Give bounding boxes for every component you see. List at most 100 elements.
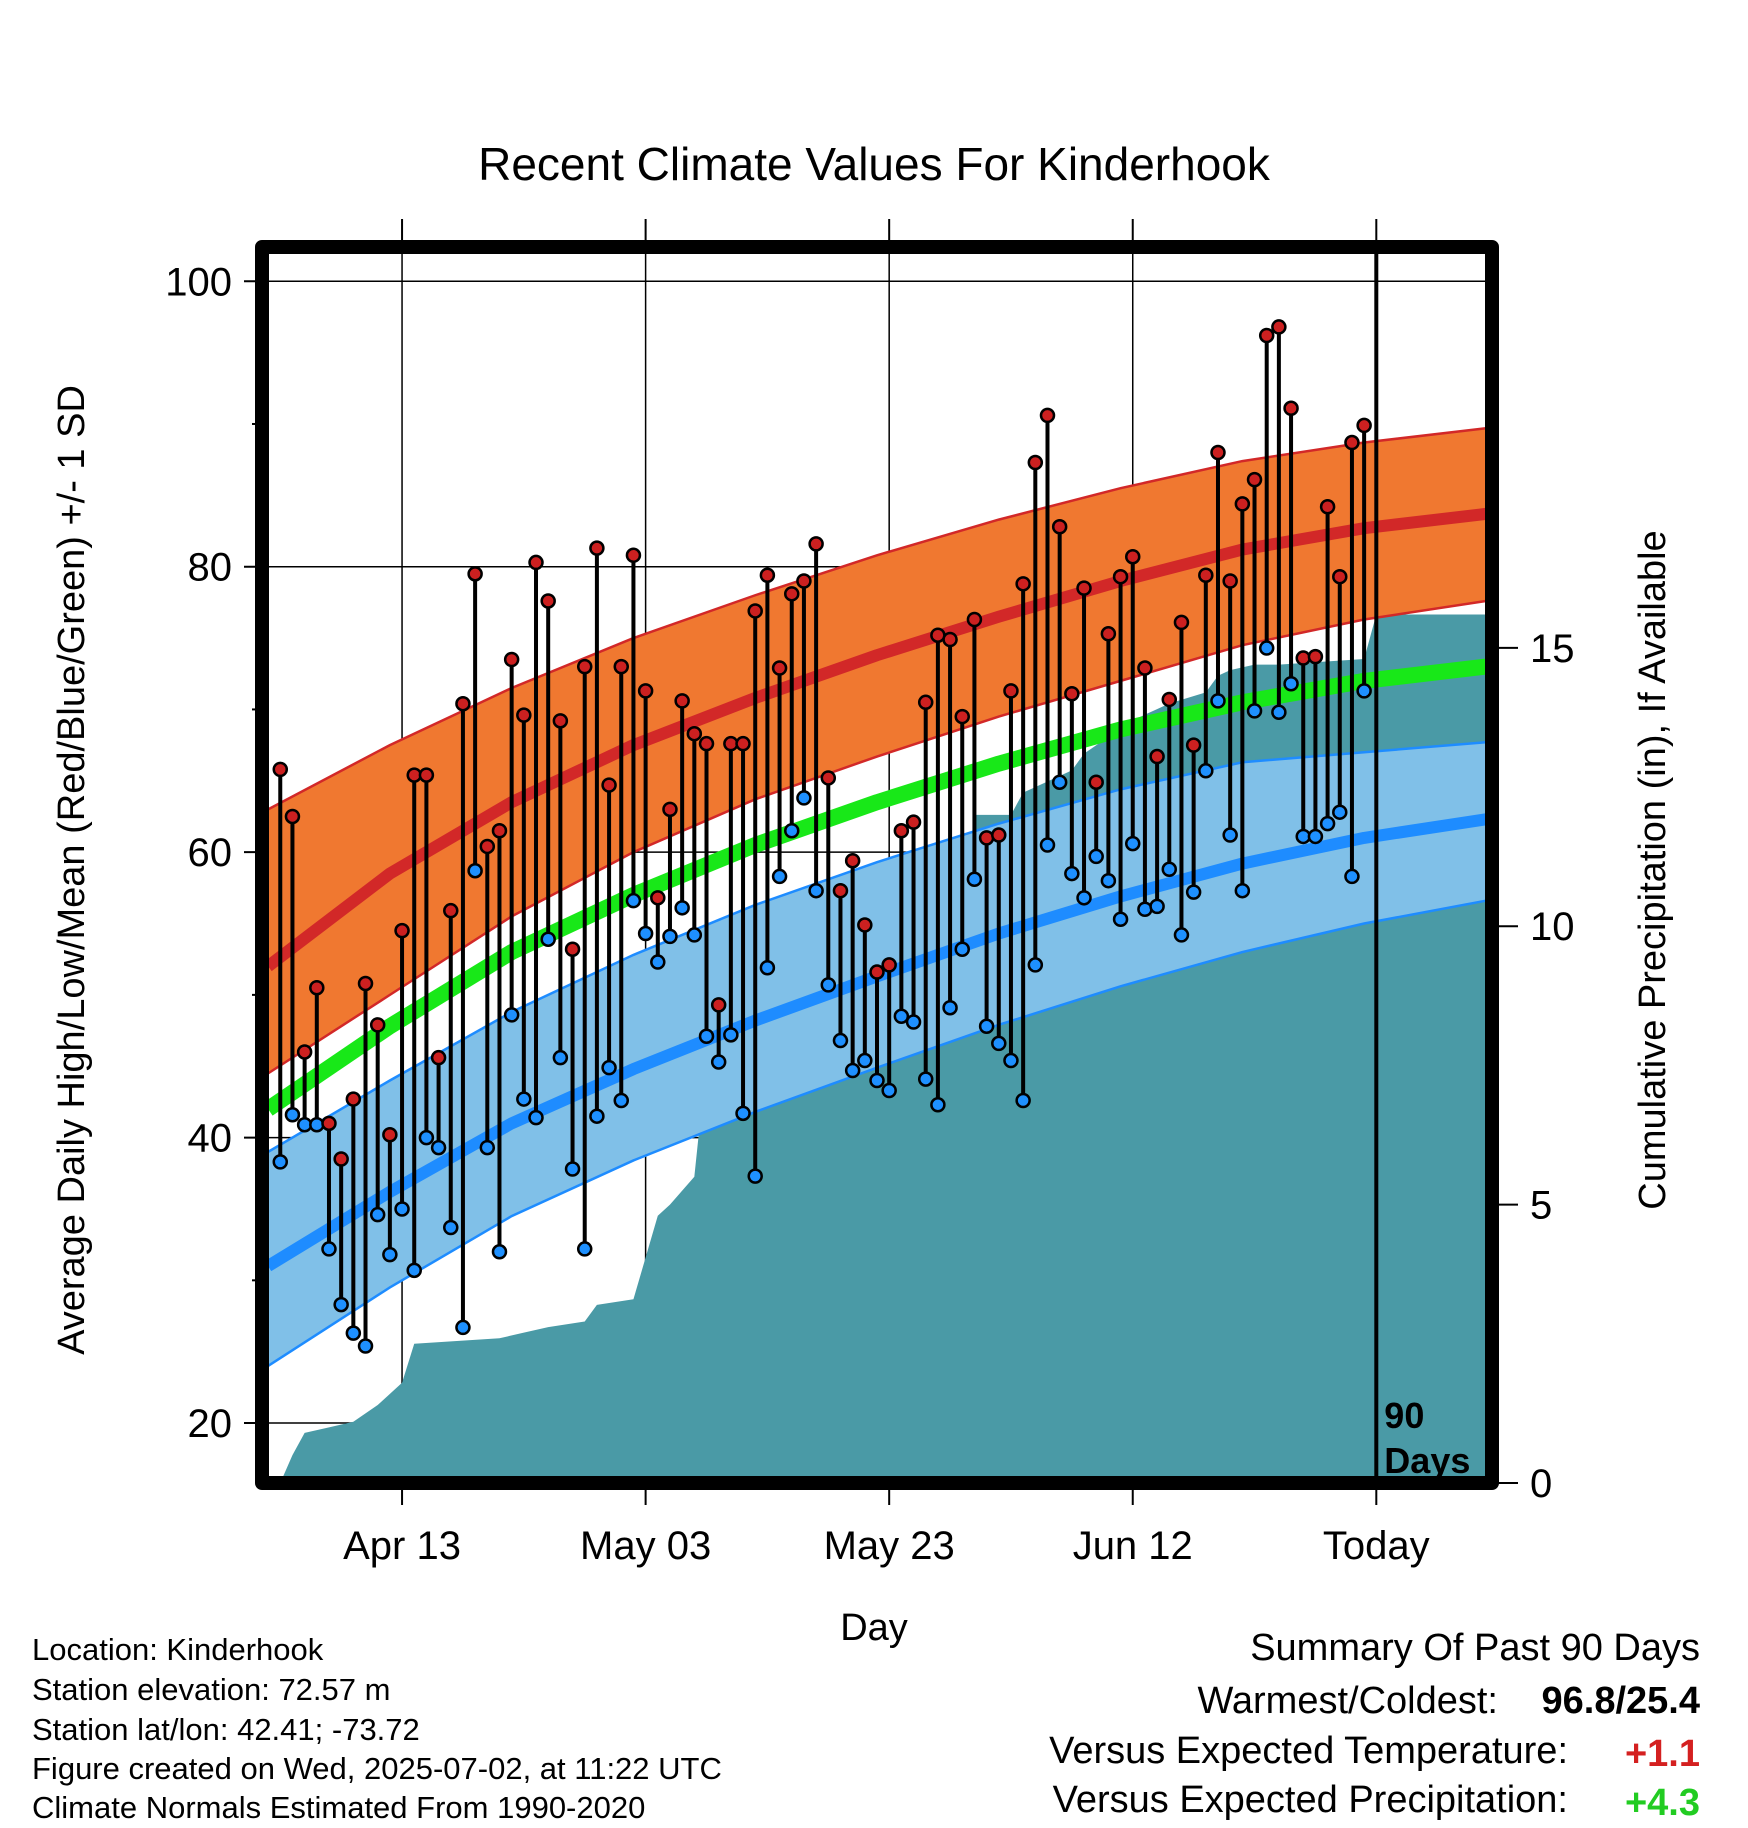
high-point <box>369 1017 386 1033</box>
low-point <box>1332 804 1348 820</box>
low-point <box>1271 704 1287 721</box>
low-point <box>820 977 837 993</box>
low-point <box>1064 865 1080 882</box>
low-point <box>601 1059 617 1076</box>
x-axis-label: Day <box>840 1607 908 1649</box>
high-point <box>1149 748 1165 765</box>
low-point <box>576 1241 593 1257</box>
high-point <box>662 801 678 818</box>
high-point <box>333 1151 349 1167</box>
low-point <box>528 1109 544 1126</box>
high-point <box>528 554 544 571</box>
low-point <box>1356 683 1372 699</box>
y2-axis-label: Cumulative Precipitation (in), If Availa… <box>1632 530 1674 1209</box>
low-point <box>443 1219 459 1236</box>
low-point <box>650 954 666 970</box>
high-point <box>467 566 483 582</box>
low-point <box>625 892 642 909</box>
days-window-label-2: Days <box>1384 1440 1470 1481</box>
high-point <box>1173 614 1190 631</box>
high-point <box>735 735 751 752</box>
low-point <box>1234 882 1251 899</box>
high-point <box>613 658 630 675</box>
y-tick-label: 80 <box>188 546 233 590</box>
x-tick-label: May 03 <box>580 1524 711 1568</box>
low-point <box>637 925 654 942</box>
high-point <box>394 922 410 939</box>
low-point <box>893 1008 910 1025</box>
high-point <box>1137 660 1153 676</box>
low-point <box>686 927 703 943</box>
high-point <box>747 603 763 619</box>
low-point <box>564 1161 581 1177</box>
low-point <box>284 1107 301 1123</box>
low-point <box>1088 848 1104 865</box>
high-point <box>1064 685 1080 702</box>
low-point <box>394 1201 410 1217</box>
low-point <box>771 868 788 885</box>
high-point <box>808 536 824 552</box>
low-point <box>1319 815 1336 832</box>
low-point <box>1015 1092 1031 1109</box>
high-point <box>820 770 837 786</box>
high-point <box>954 708 970 725</box>
high-point <box>1271 319 1287 335</box>
summary-heading: Summary Of Past 90 Days <box>1250 1627 1700 1669</box>
footer-created: Figure created on Wed, 2025-07-02, at 11… <box>32 1751 722 1786</box>
high-point <box>1039 407 1056 424</box>
high-point <box>674 693 690 709</box>
low-point <box>516 1091 532 1107</box>
footer-elevation: Station elevation: 72.57 m <box>32 1672 390 1707</box>
high-sd-band <box>268 428 1486 1074</box>
y-tick-label: 100 <box>165 260 232 304</box>
low-point <box>309 1117 325 1133</box>
high-point <box>1027 454 1044 471</box>
high-point <box>869 964 885 980</box>
normal-high-line <box>264 507 1487 972</box>
low-point <box>1173 927 1190 943</box>
high-point <box>759 567 776 584</box>
high-point <box>796 573 812 589</box>
high-point <box>382 1127 398 1143</box>
high-point <box>637 683 654 699</box>
summary-warmest-value: 96.8/25.4 <box>1542 1680 1700 1722</box>
low-point <box>1307 828 1324 845</box>
high-point <box>1258 327 1275 344</box>
low-point <box>503 1007 520 1023</box>
low-point <box>321 1241 337 1257</box>
x-tick-label: May 23 <box>824 1524 955 1568</box>
low-point <box>369 1206 386 1223</box>
low-point <box>1112 911 1129 927</box>
low-point <box>455 1319 471 1336</box>
high-point <box>1222 573 1238 589</box>
high-point <box>1198 567 1214 584</box>
low-point <box>552 1049 569 1066</box>
low-point <box>589 1108 605 1124</box>
low-point <box>808 882 824 899</box>
low-point <box>857 1052 873 1069</box>
low-point <box>917 1071 934 1087</box>
low-point <box>1051 774 1068 790</box>
high-point <box>1283 400 1299 417</box>
low-point <box>1039 837 1056 853</box>
low-point <box>613 1092 630 1109</box>
high-sd-band-lower-edge <box>267 599 1487 1075</box>
days-window-label: 90 <box>1384 1395 1424 1436</box>
high-point <box>1003 683 1019 699</box>
high-point <box>650 890 666 906</box>
high-sd-band-upper-edge <box>267 427 1487 811</box>
summary-temp-label: Versus Expected Temperature: <box>1049 1730 1568 1772</box>
low-point <box>1258 640 1275 656</box>
low-point <box>991 1035 1007 1052</box>
plot-frame <box>255 240 1499 1490</box>
normal-mean-line <box>263 658 1487 1116</box>
high-point <box>1100 626 1117 642</box>
y-tick-label: 40 <box>188 1117 233 1161</box>
high-point <box>309 979 325 996</box>
low-point <box>905 1014 922 1030</box>
high-point <box>698 735 715 752</box>
high-point <box>272 761 289 778</box>
y-axis-label: Average Daily High/Low/Mean (Red/Blue/Gr… <box>51 385 93 1355</box>
low-point <box>1149 898 1165 915</box>
